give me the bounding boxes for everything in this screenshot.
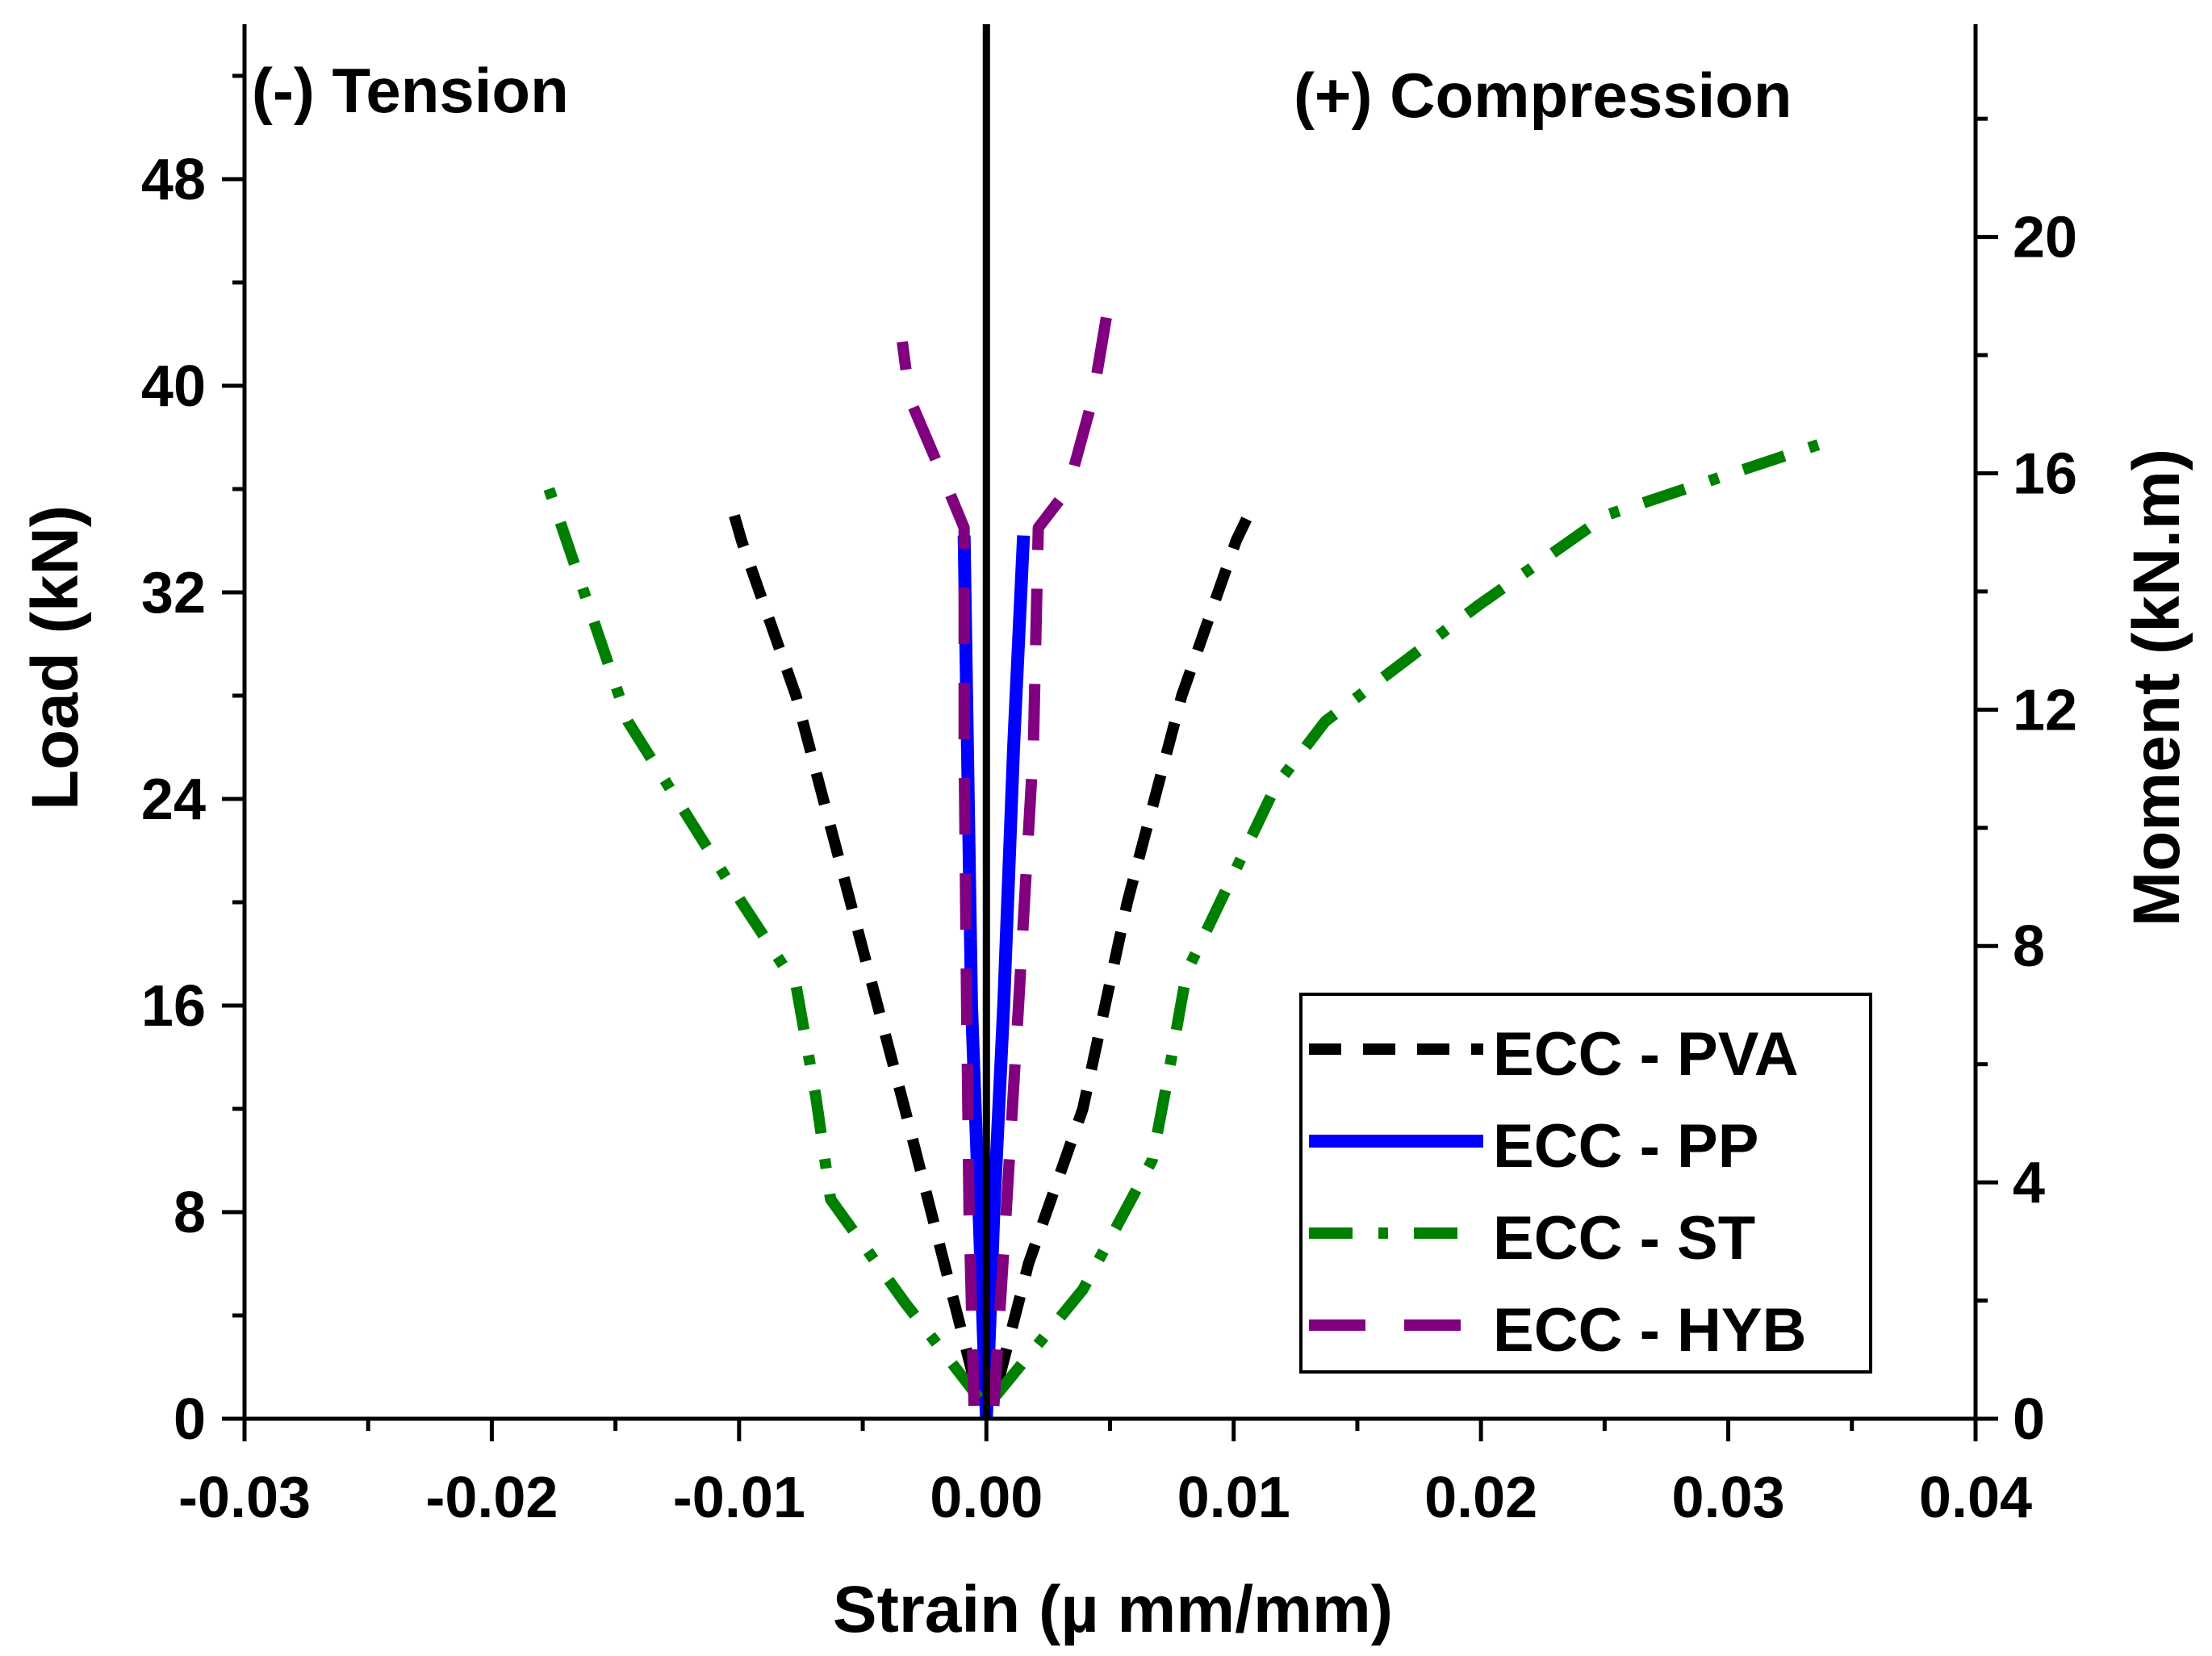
axes-layer: -0.03 -0.02 -0.01 0.00 0.01 0.02 0.03 0.04 0 8 16 2… bbox=[141, 24, 2077, 1530]
y2-tick-label: 8 bbox=[2013, 914, 2045, 979]
x-tick-label: -0.02 bbox=[425, 1466, 558, 1530]
series-hyb-branch-compression bbox=[988, 294, 1116, 1407]
y2-tick-label: 12 bbox=[2013, 678, 2077, 742]
x-tick-label: 0.01 bbox=[1177, 1466, 1290, 1530]
x-tick-label: 0.04 bbox=[1919, 1466, 2032, 1530]
y-tick-label: 8 bbox=[174, 1181, 206, 1245]
legend: ECC - PVA ECC - PP ECC - ST ECC - HYB bbox=[1299, 993, 1872, 1374]
y-tick-label: 48 bbox=[141, 148, 206, 212]
y-axis-title: Load (kN) bbox=[19, 505, 92, 810]
series-pva-branch-compression bbox=[993, 512, 1254, 1382]
legend-label-hyb: ECC - HYB bbox=[1493, 1296, 1806, 1365]
series-pva-branch-tension bbox=[728, 513, 980, 1382]
series-hyb-branch-tension bbox=[897, 341, 980, 1407]
legend-frame bbox=[1299, 993, 1872, 1374]
series-pp-branch-compression bbox=[980, 535, 1031, 1420]
legend-label-pp: ECC - PP bbox=[1493, 1112, 1758, 1181]
y2-axis-title: Moment (kN.m) bbox=[2120, 449, 2193, 926]
series-st-branch-compression bbox=[989, 437, 1827, 1402]
x-tick-label: -0.03 bbox=[178, 1466, 311, 1530]
series-st-branch-tension bbox=[538, 471, 984, 1402]
x-tick-label: 0.03 bbox=[1672, 1466, 1785, 1530]
y2-tick-label: 4 bbox=[2013, 1151, 2045, 1215]
legend-label-pva: ECC - PVA bbox=[1493, 1020, 1799, 1089]
x-tick-label: 0.02 bbox=[1424, 1466, 1537, 1530]
series-layer bbox=[538, 294, 1827, 1420]
y-tick-label: 16 bbox=[141, 974, 206, 1039]
compression-annotation: (+) Compression bbox=[1294, 60, 1792, 131]
y-tick-label: 32 bbox=[141, 561, 206, 625]
y-tick-label: 24 bbox=[141, 767, 206, 832]
y2-tick-label: 0 bbox=[2013, 1387, 2045, 1452]
y-tick-label: 0 bbox=[174, 1387, 206, 1452]
x-axis-title: Strain (µ mm/mm) bbox=[833, 1573, 1393, 1646]
legend-label-st: ECC - ST bbox=[1493, 1204, 1755, 1273]
x-tick-label: -0.01 bbox=[673, 1466, 805, 1530]
y-tick-label: 40 bbox=[141, 354, 206, 419]
y2-tick-label: 16 bbox=[2013, 441, 2077, 506]
tension-annotation: (-) Tension bbox=[252, 55, 569, 126]
x-tick-label: 0.00 bbox=[930, 1466, 1043, 1530]
y2-tick-label: 20 bbox=[2013, 206, 2077, 270]
